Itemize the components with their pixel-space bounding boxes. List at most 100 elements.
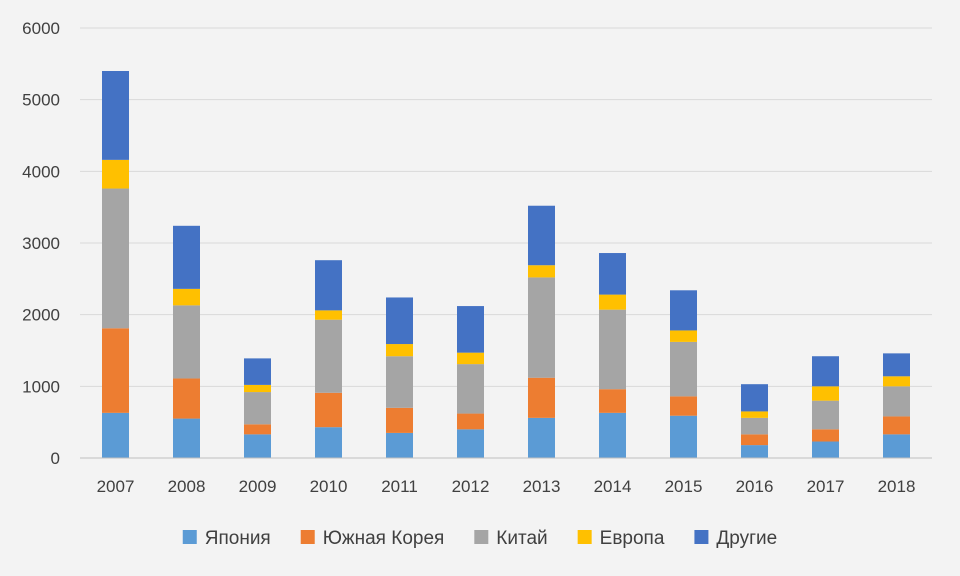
bar-segment-2012-2	[457, 364, 484, 414]
bar-segment-2012-4	[457, 306, 484, 353]
bar-segment-2015-1	[670, 396, 697, 416]
legend-item: Европа	[577, 528, 665, 549]
bar-segment-2013-2	[528, 277, 555, 378]
y-tick-label: 2000	[22, 306, 60, 325]
legend-label: Южная Корея	[323, 528, 445, 549]
bar-segment-2009-2	[244, 392, 271, 425]
y-tick-label: 6000	[22, 19, 60, 38]
bar-segment-2007-0	[102, 412, 129, 458]
bars	[102, 71, 910, 458]
bar-segment-2015-2	[670, 341, 697, 397]
bar-segment-2011-3	[386, 344, 413, 357]
x-tick-label: 2014	[594, 477, 632, 496]
bar-segment-2008-0	[173, 418, 200, 458]
bar-segment-2016-1	[741, 434, 768, 446]
bar-segment-2007-3	[102, 159, 129, 189]
bar-segment-2008-1	[173, 378, 200, 419]
x-tick-label: 2018	[878, 477, 916, 496]
bar-segment-2015-0	[670, 415, 697, 458]
legend: Япония Южная Корея Китай Европа Другие	[182, 528, 777, 549]
y-tick-label: 1000	[22, 377, 60, 396]
bar-segment-2014-4	[599, 253, 626, 295]
x-tick-label: 2010	[310, 477, 348, 496]
bar-segment-2014-1	[599, 389, 626, 413]
bar-segment-2009-4	[244, 358, 271, 385]
legend-swatch	[474, 530, 489, 544]
bar-segment-2012-3	[457, 352, 484, 365]
bar-segment-2009-3	[244, 384, 271, 393]
bar-segment-2011-4	[386, 297, 413, 345]
bar-segment-2011-0	[386, 432, 413, 458]
bar-segment-2016-0	[741, 445, 768, 458]
legend-label: Другие	[716, 528, 777, 549]
bar-segment-2017-4	[812, 356, 839, 387]
x-tick-label: 2011	[381, 477, 418, 496]
x-tick-label: 2008	[168, 477, 206, 496]
bar-segment-2015-4	[670, 290, 697, 331]
bar-segment-2018-1	[883, 416, 910, 435]
bar-segment-2010-4	[315, 260, 342, 311]
legend-item: Южная Корея	[300, 528, 445, 549]
legend-swatch	[300, 530, 315, 544]
legend-label: Япония	[205, 528, 271, 549]
bar-segment-2007-1	[102, 328, 129, 413]
bar-segment-2018-3	[883, 376, 910, 387]
bar-segment-2013-4	[528, 205, 555, 266]
legend-swatch	[694, 530, 709, 544]
bar-segment-2016-2	[741, 417, 768, 435]
bar-segment-2007-2	[102, 188, 129, 329]
bar-segment-2013-3	[528, 265, 555, 278]
legend-label: Китай	[496, 528, 547, 549]
bar-segment-2008-4	[173, 225, 200, 289]
bar-segment-2012-0	[457, 429, 484, 458]
legend-item: Япония	[182, 528, 271, 549]
x-tick-label: 2012	[452, 477, 490, 496]
legend-item: Другие	[694, 528, 777, 549]
axes: 0 1000 2000 3000 4000 5000 6000 2007 2008 2009 201…	[22, 19, 932, 496]
x-tick-label: 2015	[665, 477, 703, 496]
bar-segment-2017-3	[812, 386, 839, 401]
bar-segment-2014-3	[599, 294, 626, 310]
y-tick-label: 3000	[22, 234, 60, 253]
bar-segment-2011-2	[386, 356, 413, 408]
legend-item: Китай	[474, 528, 548, 549]
legend-swatch	[577, 530, 592, 544]
bar-segment-2009-1	[244, 424, 271, 435]
bar-segment-2014-2	[599, 309, 626, 390]
bar-segment-2010-2	[315, 319, 342, 393]
y-tick-label: 4000	[22, 162, 60, 181]
x-tick-label: 2009	[239, 477, 277, 496]
bar-segment-2008-3	[173, 288, 200, 306]
legend-label: Европа	[600, 528, 665, 549]
y-tick-label: 0	[51, 449, 60, 468]
x-tick-label: 2016	[736, 477, 774, 496]
bar-segment-2016-4	[741, 384, 768, 412]
x-tick-label: 2017	[807, 477, 845, 496]
bar-segment-2010-3	[315, 310, 342, 320]
bar-segment-2010-1	[315, 392, 342, 428]
bar-segment-2018-0	[883, 434, 910, 458]
y-tick-label: 5000	[22, 91, 60, 110]
bar-segment-2018-2	[883, 386, 910, 417]
bar-segment-2010-0	[315, 427, 342, 458]
bar-segment-2016-3	[741, 411, 768, 418]
x-tick-label: 2007	[97, 477, 135, 496]
bar-segment-2013-0	[528, 417, 555, 458]
bar-segment-2007-4	[102, 71, 129, 160]
bar-segment-2017-2	[812, 400, 839, 430]
bar-segment-2008-2	[173, 305, 200, 379]
bar-segment-2018-4	[883, 353, 910, 377]
bar-segment-2017-1	[812, 429, 839, 442]
x-tick-label: 2013	[523, 477, 561, 496]
bar-segment-2014-0	[599, 412, 626, 458]
gridlines	[80, 27, 932, 387]
bar-segment-2012-1	[457, 413, 484, 430]
bar-segment-2017-0	[812, 441, 839, 458]
bar-segment-2011-1	[386, 407, 413, 433]
bar-segment-2013-1	[528, 377, 555, 418]
bar-segment-2015-3	[670, 330, 697, 342]
bar-segment-2009-0	[244, 434, 271, 458]
legend-swatch	[182, 530, 197, 544]
